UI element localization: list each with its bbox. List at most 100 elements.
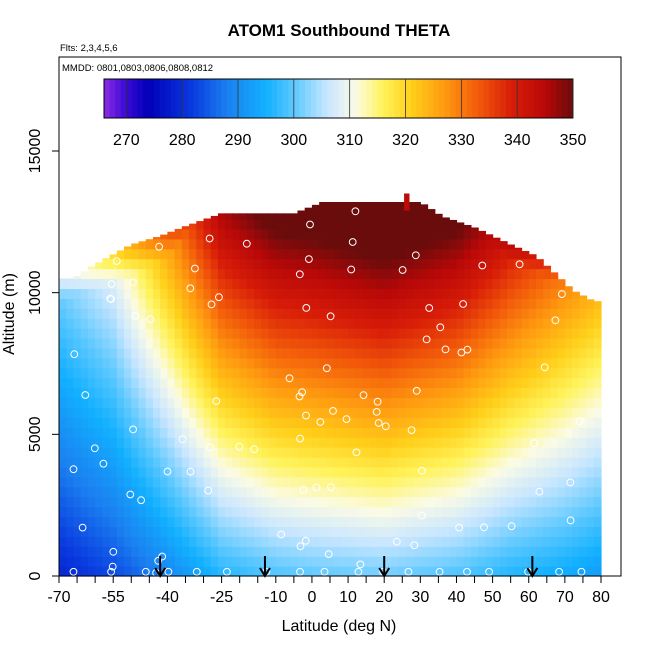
heatmap-cell bbox=[398, 367, 407, 379]
heatmap-cell bbox=[254, 308, 262, 319]
heatmap-cell bbox=[210, 437, 219, 448]
heatmap-cell bbox=[362, 288, 371, 299]
heatmap-cell bbox=[376, 516, 385, 528]
heatmap-cell bbox=[217, 506, 226, 518]
heatmap-cell bbox=[261, 397, 270, 409]
heatmap-cell bbox=[239, 228, 248, 240]
heatmap-cell bbox=[492, 248, 501, 260]
heatmap-cell bbox=[550, 526, 559, 537]
heatmap-cell bbox=[550, 397, 559, 409]
heatmap-cell bbox=[376, 278, 385, 290]
colorbar-segment bbox=[310, 79, 317, 118]
heatmap-cell bbox=[59, 278, 67, 290]
heatmap-cell bbox=[319, 546, 327, 557]
heatmap-cell bbox=[369, 338, 378, 349]
heatmap-cell bbox=[196, 526, 205, 537]
heatmap-cell bbox=[420, 209, 429, 220]
heatmap-cell bbox=[311, 387, 320, 399]
heatmap-cell bbox=[427, 248, 436, 260]
heatmap-cell bbox=[66, 288, 75, 299]
heatmap-cell bbox=[442, 447, 450, 458]
heatmap-cell bbox=[434, 248, 443, 260]
heatmap-cell bbox=[290, 476, 299, 488]
heatmap-cell bbox=[254, 347, 262, 359]
heatmap-cell bbox=[116, 357, 125, 369]
colorbar-segment bbox=[171, 79, 178, 118]
heatmap-cell bbox=[449, 367, 458, 379]
heatmap-cell bbox=[376, 308, 385, 319]
heatmap-cell bbox=[181, 447, 190, 458]
heatmap-cell bbox=[160, 556, 168, 567]
heatmap-cell bbox=[181, 258, 190, 270]
x-tick-label: -70 bbox=[47, 589, 70, 606]
heatmap-cell bbox=[189, 516, 197, 528]
heatmap-cell bbox=[181, 226, 190, 230]
heatmap-cell bbox=[463, 228, 472, 240]
heatmap-cell bbox=[384, 228, 393, 240]
heatmap-cell bbox=[246, 516, 255, 528]
heatmap-cell bbox=[167, 258, 176, 270]
heatmap-cell bbox=[203, 258, 212, 270]
heatmap-cell bbox=[470, 466, 479, 478]
heatmap-cell bbox=[124, 546, 132, 557]
heatmap-cell bbox=[340, 268, 349, 280]
heatmap-cell bbox=[499, 566, 508, 577]
heatmap-cell bbox=[333, 338, 342, 349]
heatmap-cell bbox=[593, 328, 602, 339]
heatmap-cell bbox=[181, 457, 190, 468]
heatmap-cell bbox=[586, 516, 595, 528]
heatmap-cell bbox=[463, 466, 472, 478]
heatmap-cell bbox=[304, 566, 313, 577]
heatmap-cell bbox=[355, 447, 364, 458]
heatmap-cell bbox=[189, 556, 197, 567]
heatmap-cell bbox=[340, 536, 349, 547]
heatmap-cell bbox=[124, 397, 132, 409]
heatmap-cell bbox=[116, 427, 125, 438]
heatmap-cell bbox=[102, 496, 111, 508]
heatmap-cell bbox=[196, 397, 205, 409]
heatmap-cell bbox=[297, 437, 306, 448]
heatmap-cell bbox=[514, 328, 523, 339]
heatmap-cell bbox=[102, 516, 111, 528]
colorbar-segment bbox=[433, 79, 440, 118]
heatmap-cell bbox=[470, 248, 479, 260]
heatmap-cell bbox=[492, 417, 501, 428]
heatmap-cell bbox=[550, 427, 559, 438]
heatmap-cell bbox=[283, 466, 291, 478]
heatmap-cell bbox=[232, 536, 241, 547]
heatmap-cell bbox=[398, 536, 407, 547]
heatmap-cell bbox=[311, 338, 320, 349]
heatmap-cell bbox=[232, 298, 241, 309]
heatmap-cell bbox=[376, 466, 385, 478]
heatmap-cell bbox=[384, 308, 393, 319]
heatmap-cell bbox=[384, 556, 393, 567]
heatmap-cell bbox=[499, 526, 508, 537]
observation-point bbox=[356, 560, 365, 569]
heatmap-cell bbox=[485, 234, 494, 240]
heatmap-cell bbox=[217, 486, 226, 498]
heatmap-cell bbox=[442, 288, 450, 299]
heatmap-cell bbox=[210, 258, 219, 270]
colorbar-segment bbox=[143, 79, 150, 118]
heatmap-cell bbox=[434, 238, 443, 250]
heatmap-cell bbox=[391, 268, 400, 280]
colorbar-segment bbox=[394, 79, 401, 118]
heatmap-cell bbox=[550, 546, 559, 557]
colorbar-segment bbox=[539, 79, 546, 118]
heatmap-cell bbox=[391, 387, 400, 399]
heatmap-cell bbox=[319, 268, 327, 280]
heatmap-cell bbox=[564, 457, 573, 468]
heatmap-cell bbox=[290, 258, 299, 270]
heatmap-cell bbox=[210, 338, 219, 349]
heatmap-cell bbox=[485, 338, 494, 349]
heatmap-cell bbox=[116, 417, 125, 428]
heatmap-cell bbox=[311, 417, 320, 428]
colorbar-segment bbox=[187, 79, 194, 118]
heatmap-cell bbox=[391, 248, 400, 260]
heatmap-cell bbox=[355, 457, 364, 468]
colorbar-segment bbox=[483, 79, 490, 118]
heatmap-cell bbox=[557, 298, 566, 309]
colorbar-segment bbox=[450, 79, 457, 118]
heatmap-cell bbox=[66, 377, 75, 389]
heatmap-cell bbox=[420, 417, 429, 428]
